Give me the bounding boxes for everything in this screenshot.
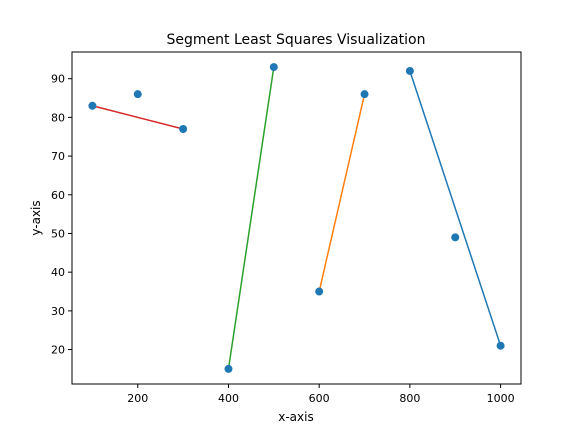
y-axis-ticks: 20 30 40 50 60 70 80 90 (51, 73, 72, 357)
data-point (224, 364, 233, 373)
fit-segment-line (318, 94, 366, 292)
x-axis-ticks: 200 400 600 800 1000 (127, 384, 515, 405)
y-tick-label: 70 (51, 150, 65, 163)
data-point (88, 101, 97, 110)
y-tick-label: 80 (51, 111, 65, 124)
fit-segment-line (92, 105, 184, 130)
x-tick-label: 200 (127, 392, 148, 405)
data-point (315, 287, 324, 296)
plot-area (71, 51, 522, 385)
x-tick-label: 800 (399, 392, 420, 405)
data-point (179, 125, 188, 134)
y-axis-label: y-axis (29, 200, 43, 235)
y-tick-label: 60 (51, 189, 65, 202)
chart-title: Segment Least Squares Visualization (167, 32, 426, 48)
y-tick-label: 40 (51, 266, 65, 279)
fit-segment-line (227, 66, 275, 370)
segments-layer (92, 66, 502, 370)
data-point (269, 63, 278, 72)
data-point (405, 66, 414, 75)
x-tick-label: 400 (218, 392, 239, 405)
plot-frame (71, 51, 522, 385)
x-tick-label: 600 (309, 392, 330, 405)
points-layer (88, 63, 505, 373)
x-tick-label: 1000 (487, 392, 515, 405)
y-tick-label: 30 (51, 305, 65, 318)
data-point (360, 90, 369, 99)
fit-segment-line (409, 70, 502, 346)
y-tick-label: 90 (51, 73, 65, 86)
y-tick-label: 50 (51, 227, 65, 240)
y-tick-label: 20 (51, 344, 65, 357)
data-point (496, 341, 505, 350)
data-point (451, 233, 460, 242)
data-point (133, 90, 142, 99)
x-axis-label: x-axis (278, 410, 313, 424)
